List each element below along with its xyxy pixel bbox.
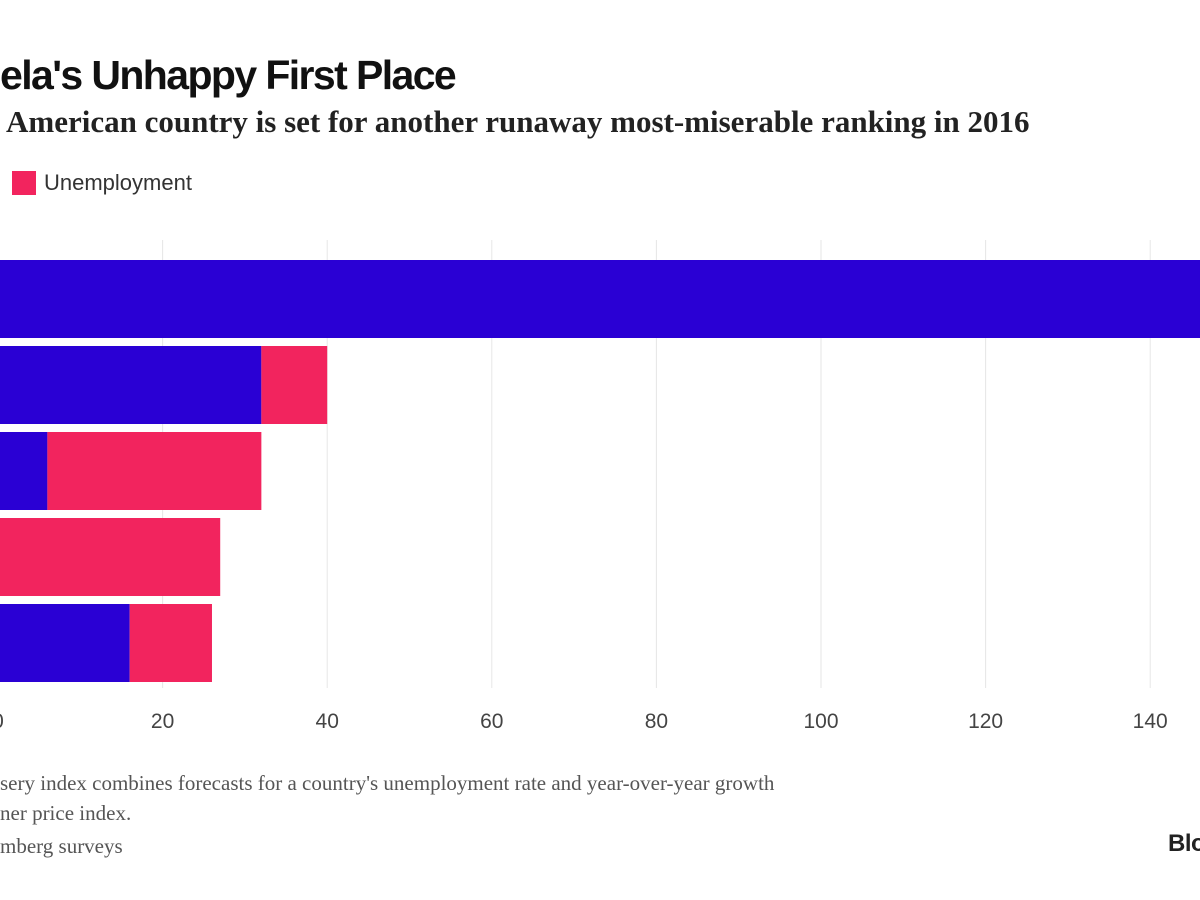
- bar-series-1-row-1: [0, 260, 1200, 338]
- brand-logo-text: Blo: [1168, 830, 1200, 857]
- x-tick-label-140: 140: [1133, 710, 1168, 733]
- source-note: mberg surveys: [0, 834, 123, 858]
- footnote-line-2: ner price index.: [0, 801, 132, 825]
- x-tick-label-80: 80: [645, 710, 668, 733]
- bar-unemployment-row-3: [47, 432, 262, 510]
- footnote-line-1: sery index combines forecasts for a coun…: [0, 771, 775, 795]
- x-tick-label-0: 0: [0, 710, 4, 733]
- bar-series-1-row-5: [0, 604, 130, 682]
- x-tick-label-40: 40: [316, 710, 339, 733]
- chart-title: ela's Unhappy First Place: [0, 52, 457, 98]
- bar-unemployment-row-5: [129, 604, 212, 682]
- legend: Unemployment: [12, 170, 192, 196]
- legend-label-unemployment: Unemployment: [44, 170, 192, 195]
- footnote: sery index combines forecasts for a coun…: [0, 768, 774, 828]
- legend-swatch-unemployment: [12, 171, 36, 195]
- x-tick-label-60: 60: [480, 710, 503, 733]
- bar-series-1-row-3: [0, 432, 48, 510]
- x-tick-label-100: 100: [803, 710, 838, 733]
- x-tick-label-120: 120: [968, 710, 1003, 733]
- x-tick-label-20: 20: [151, 710, 174, 733]
- bar-chart: 0 20 40 60 80 100 120 140: [0, 240, 1200, 733]
- chart-subtitle: American country is set for another runa…: [6, 104, 1030, 139]
- bar-unemployment-row-2: [261, 346, 328, 424]
- bar-unemployment-row-4: [0, 518, 221, 596]
- bar-series-1-row-2: [0, 346, 262, 424]
